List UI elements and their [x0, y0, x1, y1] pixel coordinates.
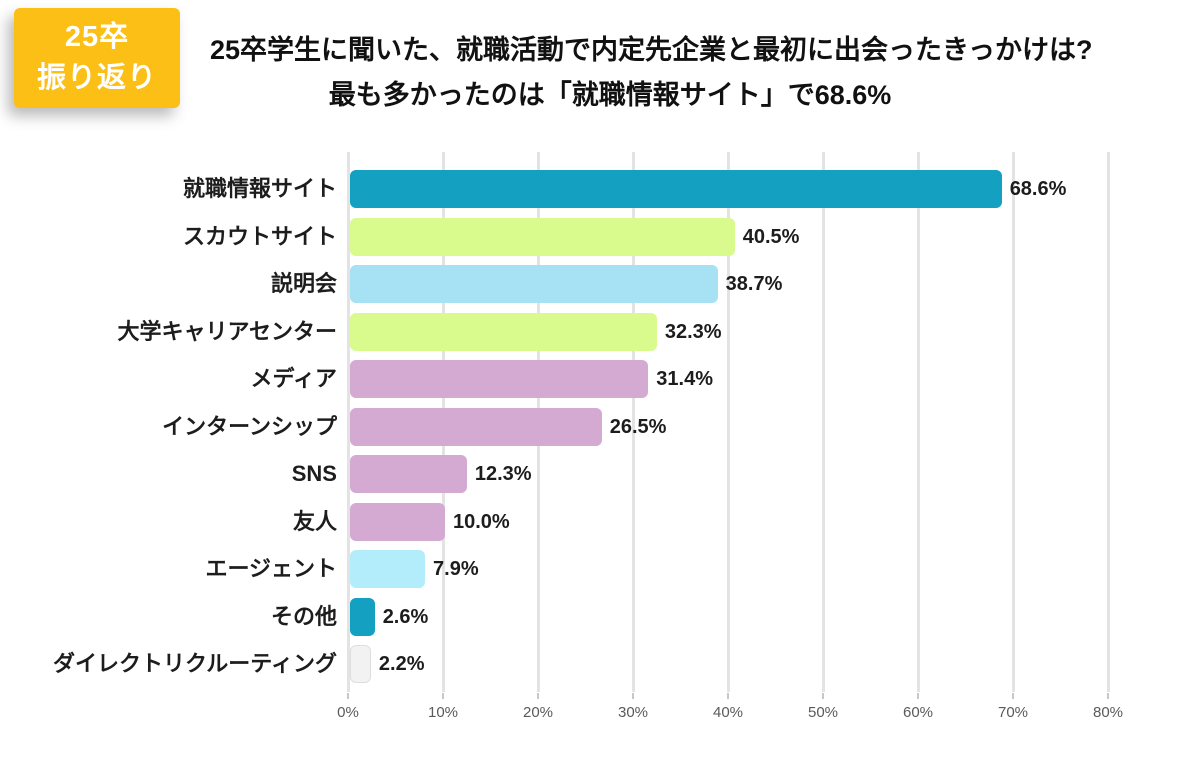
x-tick-label-10: 10% [427, 704, 459, 721]
x-tick-mark-0 [347, 693, 349, 699]
category-label-エージェント: エージェント [205, 556, 337, 581]
x-tick-label-30: 30% [617, 704, 649, 721]
value-label-インターンシップ: 26.5% [609, 415, 667, 438]
category-label-説明会: 説明会 [270, 271, 337, 296]
value-label-メディア: 31.4% [656, 368, 714, 390]
value-label-ダイレクトリクルーティング: 2.2% [378, 653, 425, 675]
category-label-スカウトサイト: スカウトサイト [182, 223, 337, 249]
x-tick-mark-40 [727, 693, 729, 699]
x-tick-label-50: 50% [807, 704, 839, 721]
value-label-就職情報サイト: 68.6% [1009, 178, 1067, 200]
category-label-大学キャリアセンター: 大学キャリアセンター [117, 318, 337, 344]
x-tick-mark-60 [917, 693, 919, 699]
value-label-SNS: 12.3% [474, 463, 532, 485]
chart-title-line1: 25卒学生に聞いた、就職活動で内定先企業と最初に出会ったきっかけは? [210, 35, 1093, 65]
x-tick-label-0: 0% [337, 704, 359, 721]
bar-エージェント [350, 550, 426, 588]
gridline-30 [632, 152, 635, 692]
badge-25卒-振り返り: 25卒 振り返り [14, 8, 180, 108]
category-label-ダイレクトリクルーティング: ダイレクトリクルーティング [52, 651, 337, 676]
plot-area: 0% 10% 20% 30% 40% 50% 60% 70% 80% [337, 152, 1123, 721]
x-tick-mark-70 [1012, 693, 1014, 699]
bar-その他 [350, 597, 375, 636]
x-tick-mark-50 [822, 693, 824, 699]
value-label-友人: 10.0% [453, 510, 510, 533]
bar-スカウトサイト [350, 217, 735, 256]
badge-line1: 25卒 [64, 21, 130, 53]
x-tick-mark-20 [537, 693, 539, 699]
value-label-説明会: 38.7% [725, 273, 783, 295]
x-tick-label-20: 20% [522, 704, 554, 721]
gridline-80 [1107, 152, 1110, 692]
chart-title-line2: 最も多かったのは「就職情報サイト」で68.6% [328, 80, 892, 110]
value-label-その他: 2.6% [382, 605, 429, 628]
bar-友人 [350, 502, 445, 541]
value-label-大学キャリアセンター: 32.3% [664, 320, 722, 343]
category-label-友人: 友人 [292, 508, 337, 534]
gridline-60 [917, 152, 920, 692]
category-label-その他: その他 [270, 603, 337, 629]
bar-大学キャリアセンター [350, 312, 657, 351]
value-label-エージェント: 7.9% [433, 558, 479, 580]
bar-インターンシップ [350, 407, 602, 446]
badge-line2: 振り返り [36, 62, 157, 94]
bar-就職情報サイト [350, 170, 1002, 208]
category-label-SNS: SNS [291, 461, 337, 486]
x-tick-label-70: 70% [997, 704, 1029, 721]
gridline-40 [727, 152, 730, 692]
gridline-0 [347, 152, 350, 692]
bar-メディア [350, 360, 649, 398]
chart-title: 25卒学生に聞いた、就職活動で内定先企業と最初に出会ったきっかけは? 最も多かっ… [210, 28, 1093, 118]
x-tick-mark-10 [442, 693, 444, 699]
x-tick-mark-80 [1107, 693, 1109, 699]
bar-説明会 [350, 265, 718, 303]
x-tick-label-60: 60% [902, 704, 934, 721]
category-label-就職情報サイト: 就職情報サイト [182, 176, 337, 201]
x-tick-label-40: 40% [712, 704, 744, 721]
bar-SNS [350, 455, 467, 493]
gridline-70 [1012, 152, 1015, 692]
bar-ダイレクトリクルーティング [350, 645, 371, 683]
value-label-スカウトサイト: 40.5% [742, 225, 800, 248]
category-label-メディア: メディア [250, 366, 337, 391]
category-label-インターンシップ: インターンシップ [162, 413, 337, 439]
x-tick-mark-30 [632, 693, 634, 699]
gridline-50 [822, 152, 825, 692]
x-tick-label-80: 80% [1092, 704, 1124, 721]
